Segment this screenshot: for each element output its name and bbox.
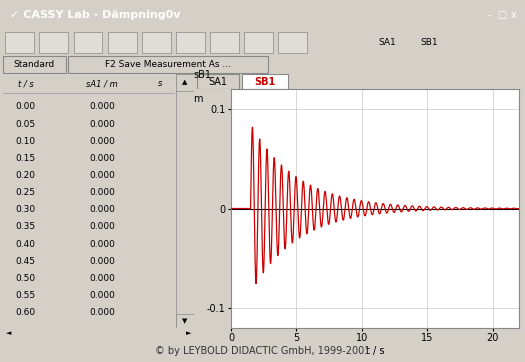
Text: 0.20: 0.20 bbox=[16, 171, 36, 180]
Text: 0.25: 0.25 bbox=[16, 188, 36, 197]
Bar bbox=[5, 32, 34, 54]
Text: SA1: SA1 bbox=[378, 38, 396, 47]
X-axis label: t / s: t / s bbox=[365, 346, 384, 356]
Text: 0.15: 0.15 bbox=[16, 154, 36, 163]
Bar bbox=[197, 74, 239, 89]
Text: 0.000: 0.000 bbox=[89, 205, 115, 214]
Text: 0.000: 0.000 bbox=[89, 240, 115, 249]
Text: 0.000: 0.000 bbox=[89, 291, 115, 300]
Bar bbox=[176, 313, 194, 328]
Bar bbox=[68, 56, 268, 73]
Text: 0.000: 0.000 bbox=[89, 154, 115, 163]
Text: 0.000: 0.000 bbox=[89, 308, 115, 317]
Text: 0.000: 0.000 bbox=[89, 102, 115, 111]
Text: SA1: SA1 bbox=[208, 77, 227, 87]
Text: 0.05: 0.05 bbox=[16, 119, 36, 129]
Bar bbox=[142, 32, 171, 54]
Bar bbox=[176, 74, 194, 90]
Text: ▼: ▼ bbox=[182, 318, 188, 324]
Text: 0.000: 0.000 bbox=[89, 188, 115, 197]
Text: 0.30: 0.30 bbox=[16, 205, 36, 214]
Bar bbox=[39, 32, 68, 54]
Bar bbox=[74, 32, 102, 54]
Text: 0.45: 0.45 bbox=[16, 257, 36, 266]
Bar bbox=[244, 32, 273, 54]
Text: 0.60: 0.60 bbox=[16, 308, 36, 317]
Text: © by LEYBOLD DIDACTIC GmbH, 1999-2001: © by LEYBOLD DIDACTIC GmbH, 1999-2001 bbox=[155, 346, 370, 356]
Text: 0.000: 0.000 bbox=[89, 137, 115, 146]
Text: sA1 / m: sA1 / m bbox=[87, 79, 118, 88]
Text: 0.00: 0.00 bbox=[16, 102, 36, 111]
Text: ✓ CASSY Lab - Dämpning0v: ✓ CASSY Lab - Dämpning0v bbox=[10, 10, 181, 20]
Text: SB1: SB1 bbox=[255, 77, 276, 87]
Text: Standard: Standard bbox=[14, 60, 55, 69]
Text: t / s: t / s bbox=[18, 79, 34, 88]
Bar bbox=[3, 74, 175, 93]
Text: 0.35: 0.35 bbox=[16, 222, 36, 231]
Bar bbox=[278, 32, 307, 54]
Text: 0.50: 0.50 bbox=[16, 274, 36, 283]
Text: x: x bbox=[511, 10, 516, 20]
Text: □: □ bbox=[497, 10, 506, 20]
Text: 0.000: 0.000 bbox=[89, 171, 115, 180]
Text: 0.10: 0.10 bbox=[16, 137, 36, 146]
Bar bbox=[3, 93, 175, 94]
Text: ►: ► bbox=[186, 331, 191, 336]
Text: 0.000: 0.000 bbox=[89, 119, 115, 129]
Text: s: s bbox=[158, 79, 162, 88]
Bar bbox=[176, 74, 194, 328]
Text: ◄: ◄ bbox=[6, 331, 11, 336]
Text: -: - bbox=[488, 10, 491, 20]
Bar bbox=[210, 32, 239, 54]
Text: m: m bbox=[194, 94, 203, 104]
Text: 0.000: 0.000 bbox=[89, 222, 115, 231]
Text: 0.55: 0.55 bbox=[16, 291, 36, 300]
Text: SB1: SB1 bbox=[420, 38, 438, 47]
Text: 0.000: 0.000 bbox=[89, 274, 115, 283]
Text: F2 Save Measurement As ...: F2 Save Measurement As ... bbox=[105, 60, 231, 69]
Text: ▲: ▲ bbox=[182, 79, 188, 85]
Text: 0.40: 0.40 bbox=[16, 240, 36, 249]
Bar bbox=[108, 32, 136, 54]
Bar bbox=[3, 56, 66, 73]
Text: 0.000: 0.000 bbox=[89, 257, 115, 266]
Text: sB1: sB1 bbox=[194, 70, 212, 80]
Bar bbox=[243, 74, 288, 89]
Bar bbox=[176, 32, 205, 54]
